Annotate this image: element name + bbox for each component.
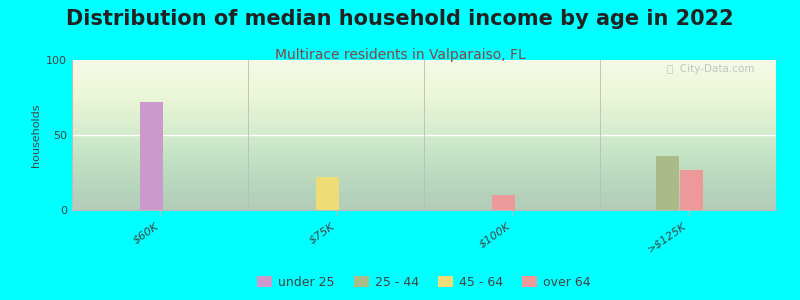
Bar	[680, 169, 702, 210]
Y-axis label: households: households	[30, 103, 41, 167]
Bar	[492, 195, 514, 210]
Text: Multirace residents in Valparaiso, FL: Multirace residents in Valparaiso, FL	[274, 48, 526, 62]
Text: ⓘ  City-Data.com: ⓘ City-Data.com	[667, 64, 755, 74]
Legend: under 25, 25 - 44, 45 - 64, over 64: under 25, 25 - 44, 45 - 64, over 64	[252, 271, 596, 294]
Bar	[140, 102, 162, 210]
Bar	[656, 156, 678, 210]
Text: Distribution of median household income by age in 2022: Distribution of median household income …	[66, 9, 734, 29]
Bar	[316, 177, 338, 210]
